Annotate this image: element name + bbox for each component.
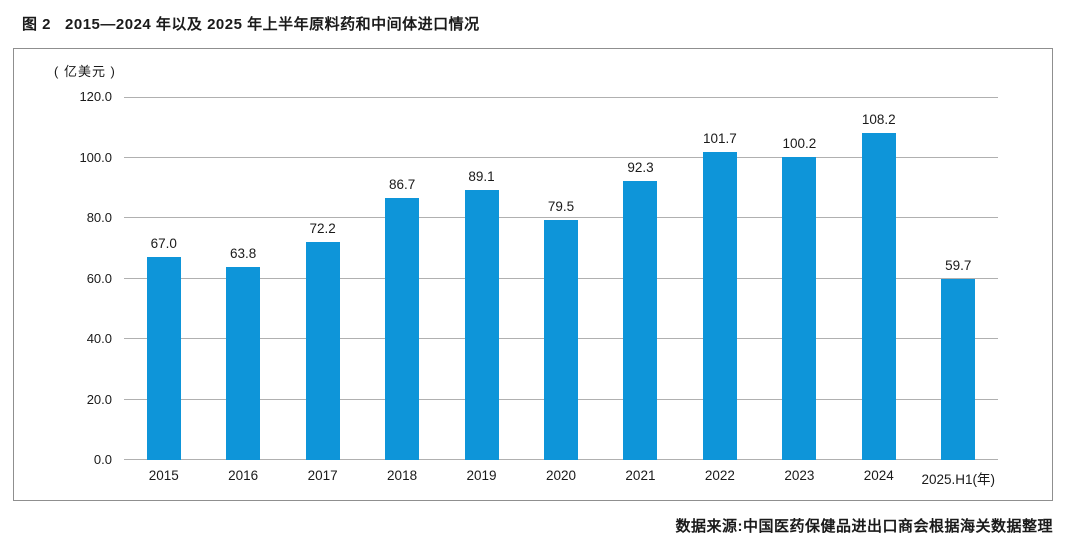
y-tick-label: 40.0	[86, 331, 112, 346]
bar-value-label: 59.7	[945, 258, 972, 274]
x-tick-label: 2017	[307, 468, 338, 483]
bar-value-label: 63.8	[230, 246, 257, 261]
figure-title-text: 2015—2024 年以及 2025 年上半年原料药和中间体进口情况	[65, 16, 480, 33]
bar	[861, 132, 896, 460]
y-tick-label: 120.0	[79, 89, 112, 104]
gridline	[124, 217, 998, 218]
figure-number-label: 图 2	[22, 16, 52, 33]
bar	[782, 156, 817, 460]
x-tick-label: 2019	[466, 468, 497, 483]
x-tick-label: 2015	[148, 468, 179, 483]
bar	[226, 267, 261, 460]
bar-value-label: 89.1	[468, 169, 495, 185]
x-tick-label: 2018	[387, 468, 418, 483]
y-tick-label: 60.0	[86, 270, 112, 286]
chart-frame: ( 亿美元 ) 0.0 20.0 40.0 60.0 80.0 100.0 120.0 67…	[13, 48, 1053, 501]
figure-title: 图 2 2015—2024 年以及 2025 年上半年原料药和中间体进口情况	[22, 13, 480, 34]
y-axis: 0.0 20.0 40.0 60.0 80.0 100.0 120.0	[14, 89, 112, 467]
x-tick-label: 2022	[704, 468, 735, 483]
bar-value-label: 100.2	[782, 135, 817, 151]
y-tick-label: 100.0	[79, 149, 112, 165]
y-tick-label: 20.0	[86, 391, 112, 407]
bar-value-label: 92.3	[627, 159, 654, 175]
x-tick-label: 2021	[625, 468, 656, 483]
bar-value-label: 72.2	[309, 220, 336, 236]
y-tick-label: 80.0	[86, 210, 112, 225]
bar	[623, 180, 658, 460]
y-tick-label: 0.0	[93, 452, 112, 467]
y-axis-unit-label: ( 亿美元 )	[54, 64, 116, 79]
x-tick-label: 2016	[228, 468, 259, 483]
bar-value-label: 86.7	[388, 176, 416, 192]
gridline	[124, 97, 998, 98]
bar	[941, 279, 976, 460]
bar	[385, 197, 420, 460]
x-tick-label: 2024	[863, 468, 894, 483]
x-axis: 2015 2016 2017 2018 2019 2020 2021 2022 2023 2024…	[124, 468, 998, 490]
gridline	[124, 156, 998, 158]
plot-area: 67.0 63.8 72.2 86.7 89.1 79.5 92.3 101.7 100.2 10…	[124, 97, 998, 460]
bar	[305, 241, 340, 460]
bar-value-label: 79.5	[547, 198, 575, 214]
source-note: 数据来源:中国医药保健品进出口商会根据海关数据整理	[675, 518, 1053, 535]
bar-value-label: 101.7	[703, 131, 737, 147]
x-tick-label: 2025.H1(年)	[921, 472, 996, 487]
bar-value-label: 67.0	[150, 236, 177, 252]
bar	[544, 219, 578, 460]
bar-value-label: 108.2	[861, 111, 896, 127]
bar	[464, 190, 499, 460]
bar	[702, 152, 737, 460]
x-tick-label: 2023	[784, 468, 815, 483]
bar	[146, 257, 181, 460]
x-tick-label: 2020	[545, 468, 577, 483]
